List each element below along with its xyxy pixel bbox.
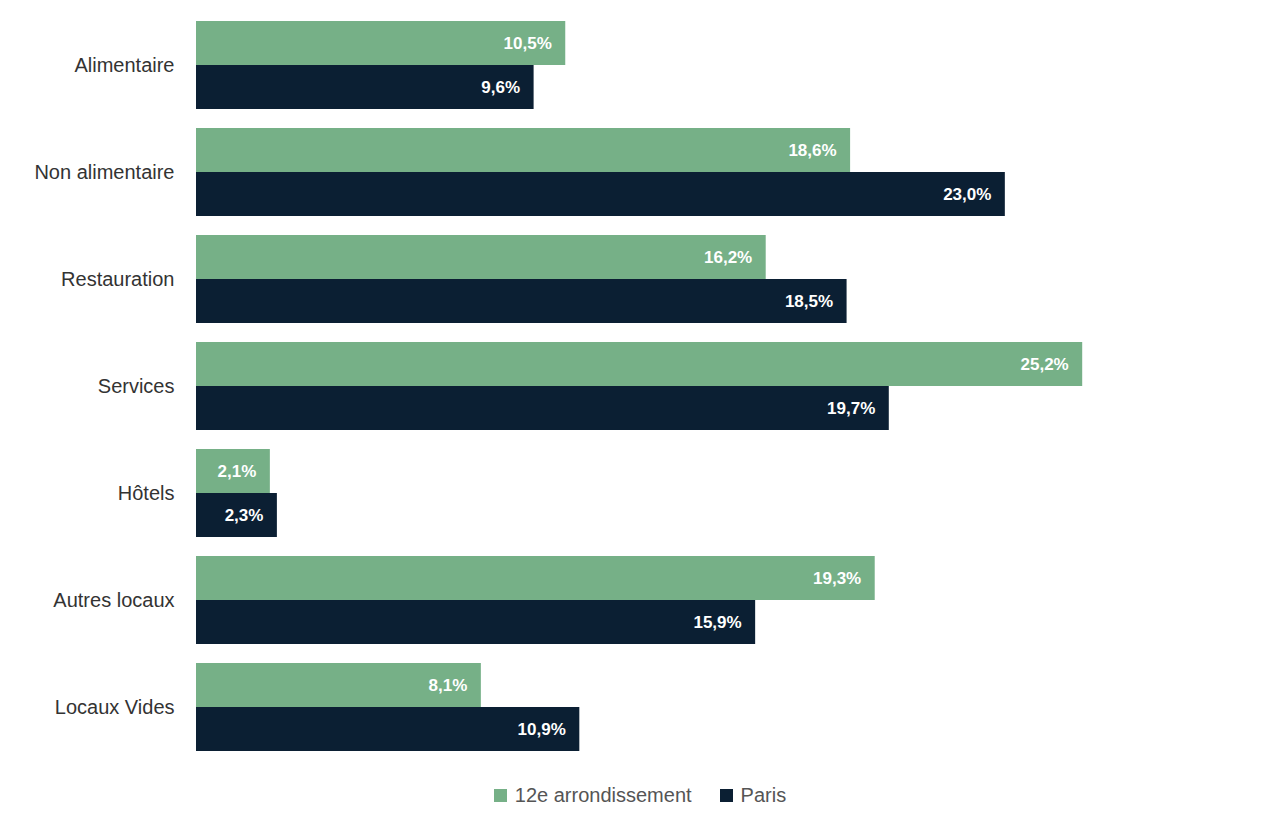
html-text:Paris: Paris — [740, 784, 787, 806]
svg-text:19,7%: 19,7% — [827, 399, 875, 418]
svg-text:16,2%: 16,2% — [704, 248, 752, 267]
svg-text:15,9%: 15,9% — [693, 613, 741, 632]
svg-text:25,2%: 25,2% — [1020, 355, 1068, 374]
svg-text:10,5%: 10,5% — [504, 34, 552, 53]
svg-text:Services: Services — [98, 375, 175, 397]
svg-text:8,1%: 8,1% — [429, 676, 468, 695]
svg-text:9,6%: 9,6% — [481, 78, 520, 97]
svg-text:Alimentaire: Alimentaire — [74, 54, 174, 76]
svg-text:18,5%: 18,5% — [785, 292, 833, 311]
svg-text:19,3%: 19,3% — [813, 569, 861, 588]
svg-text:Autres locaux: Autres locaux — [53, 589, 174, 611]
svg-text:Non alimentaire: Non alimentaire — [34, 161, 174, 183]
svg-text:10,9%: 10,9% — [518, 720, 566, 739]
html-text:12e arrondissement: 12e arrondissement — [514, 784, 692, 806]
svg-text:Locaux Vides: Locaux Vides — [55, 696, 175, 718]
svg-text:Restauration: Restauration — [61, 268, 174, 290]
svg-text:2,1%: 2,1% — [218, 462, 257, 481]
svg-text:2,3%: 2,3% — [225, 506, 264, 525]
svg-text:23,0%: 23,0% — [943, 185, 991, 204]
svg-text:Hôtels: Hôtels — [118, 482, 175, 504]
svg-text:18,6%: 18,6% — [788, 141, 836, 160]
